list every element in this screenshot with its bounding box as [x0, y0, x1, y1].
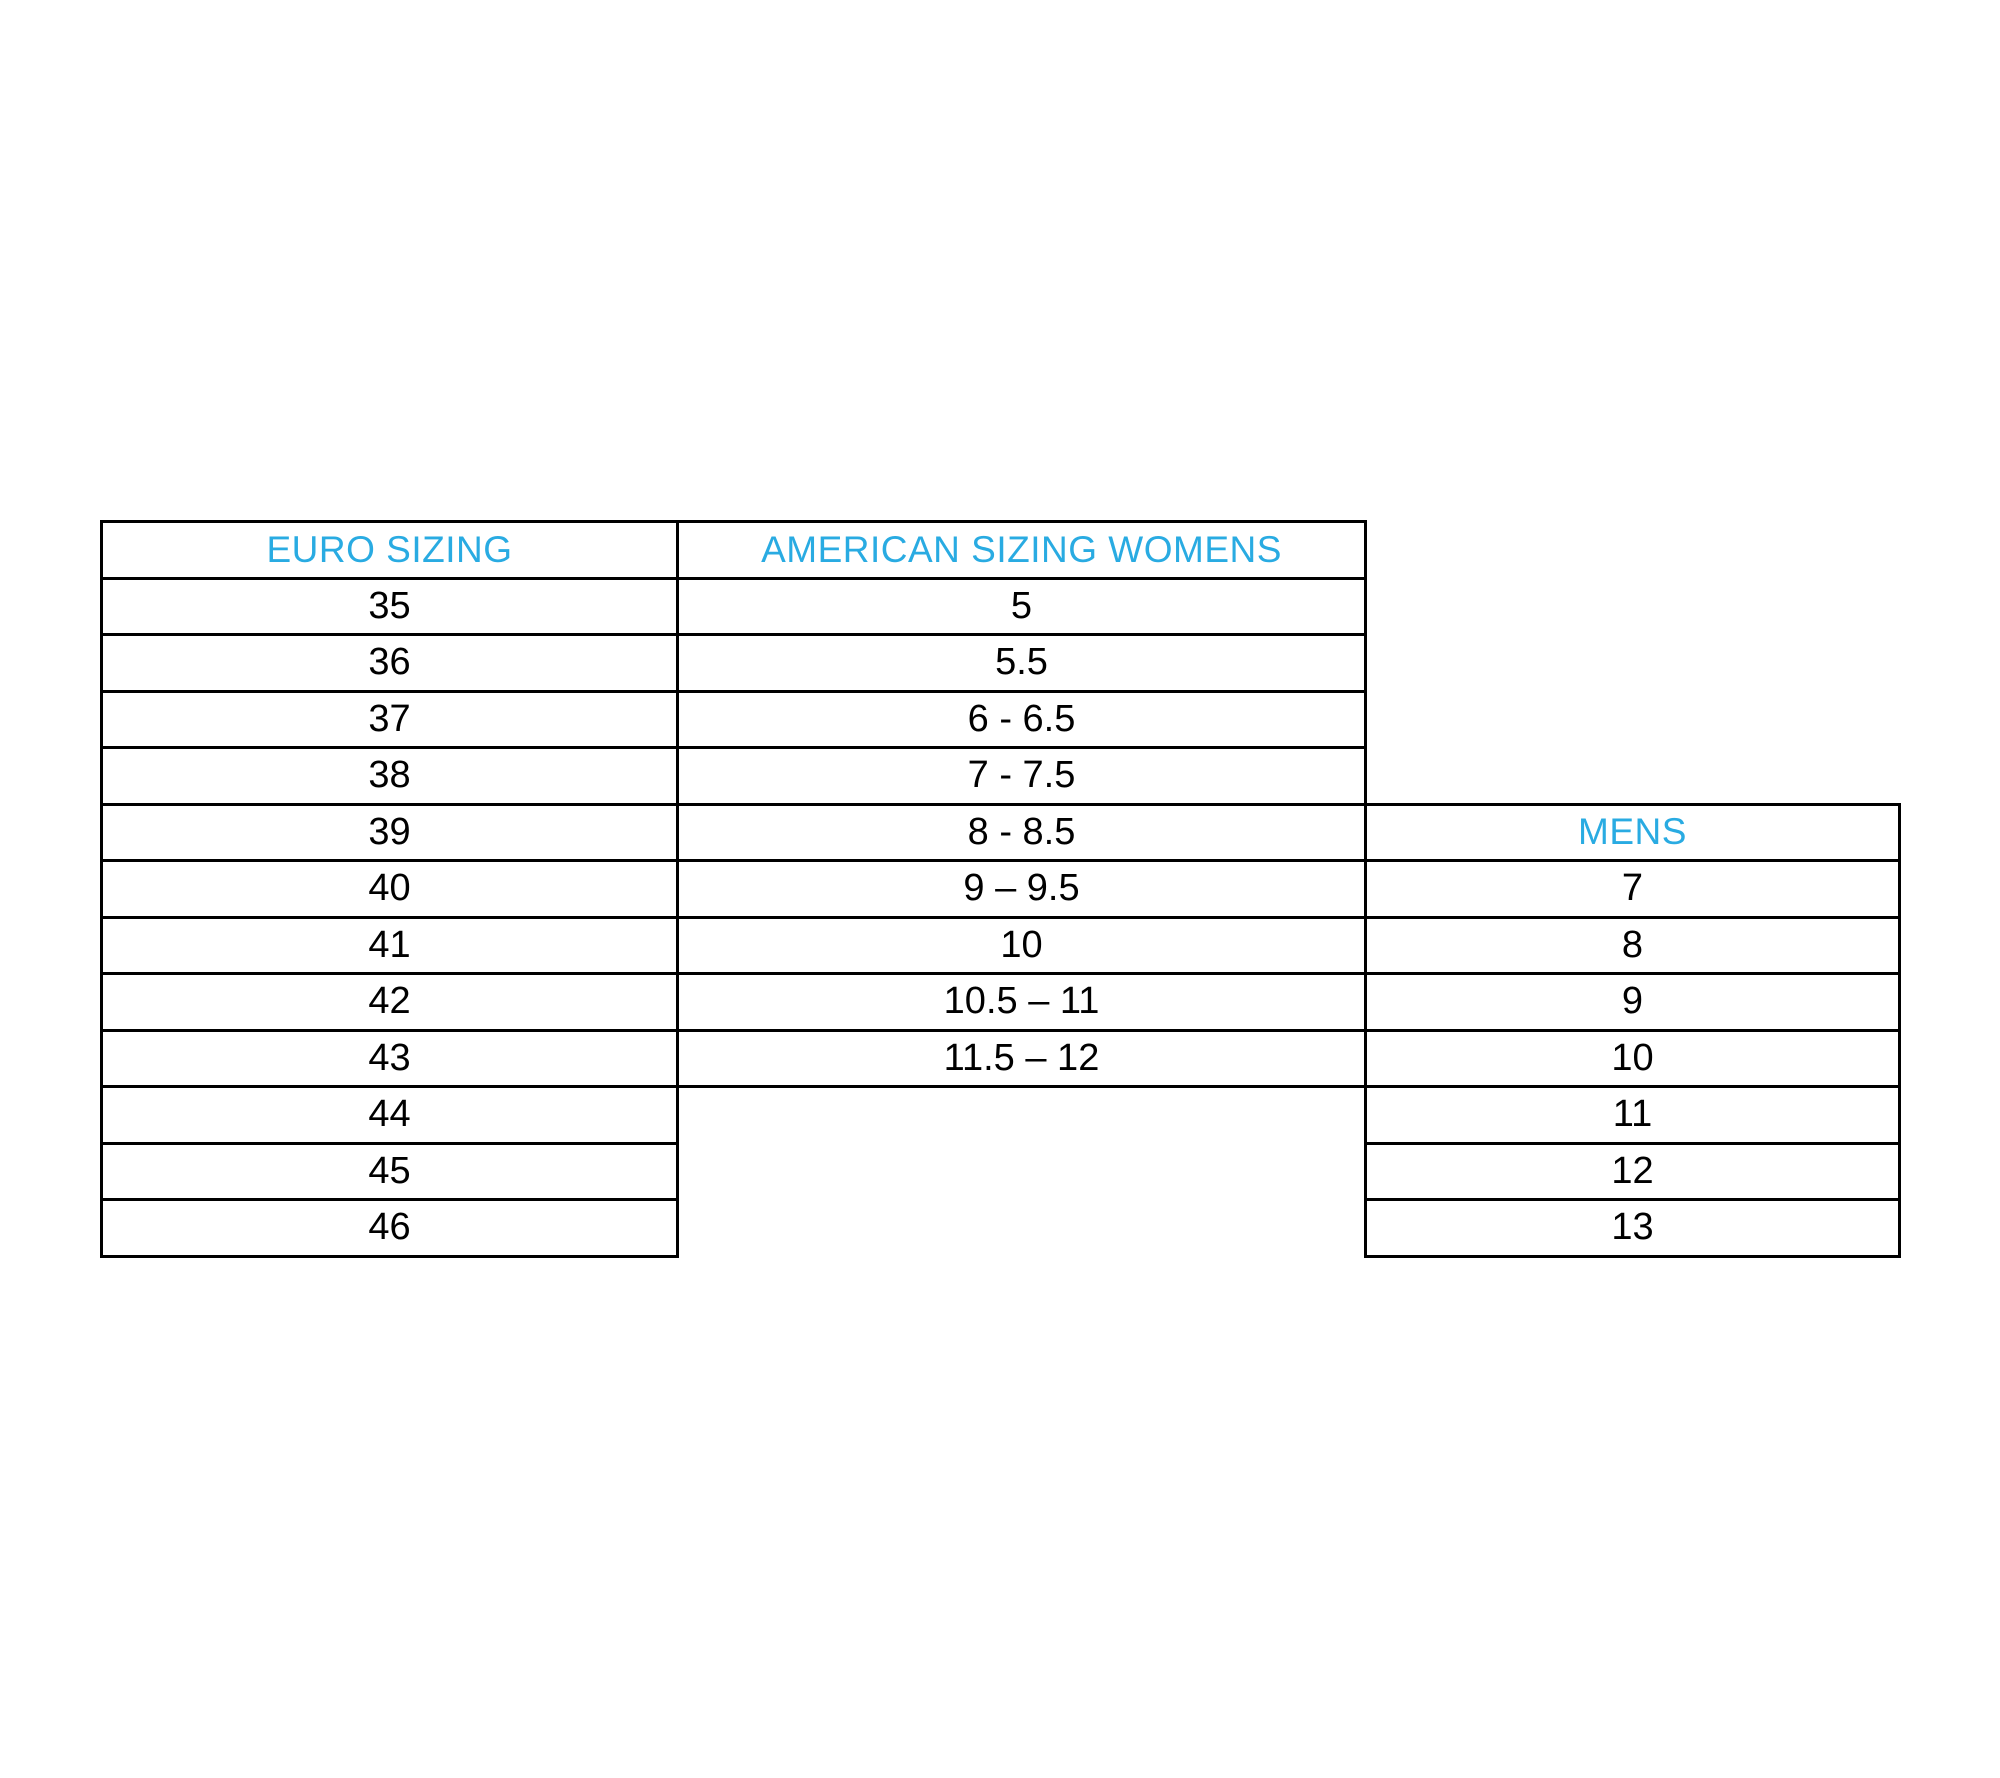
mens-size-cell: 10: [1364, 1028, 1901, 1088]
mens-header: MENS: [1364, 802, 1901, 862]
womens-size-cell: 9 – 9.5: [676, 859, 1367, 919]
euro-size-cell: 43: [100, 1028, 679, 1088]
empty-cell: [1366, 578, 1900, 635]
euro-size-cell: 46: [100, 1198, 679, 1258]
womens-size-cell: 7 - 7.5: [676, 746, 1367, 806]
empty-cell: [678, 1087, 1366, 1144]
mens-size-cell: 9: [1364, 972, 1901, 1032]
euro-size-cell: 41: [100, 915, 679, 975]
mens-size-cell: 12: [1364, 1141, 1901, 1201]
table-row: 37 6 - 6.5: [100, 689, 1900, 749]
womens-size-cell: 6 - 6.5: [676, 689, 1367, 749]
euro-size-cell: 37: [100, 689, 679, 749]
table-row: 46 13: [100, 1198, 1901, 1258]
womens-size-cell: 5: [676, 576, 1367, 636]
table-row: 38 7 - 7.5: [100, 746, 1900, 806]
table-row: 36 5.5: [100, 633, 1900, 693]
empty-cell: [1366, 522, 1900, 579]
mens-size-cell: 11: [1364, 1085, 1901, 1145]
euro-size-cell: 45: [100, 1141, 679, 1201]
mens-size-cell: 13: [1364, 1198, 1901, 1258]
table-row: 40 9 – 9.5 7: [100, 859, 1901, 919]
womens-size-cell: 5.5: [676, 633, 1367, 693]
euro-size-cell: 40: [100, 859, 679, 919]
table-row: 41 10 8: [100, 915, 1901, 975]
womens-size-cell: 10.5 – 11: [676, 972, 1367, 1032]
empty-cell: [1366, 748, 1900, 805]
euro-size-cell: 44: [100, 1085, 679, 1145]
euro-size-cell: 38: [100, 746, 679, 806]
shoe-size-conversion-table: EURO SIZING AMERICAN SIZING WOMENS 35 5 …: [100, 520, 1901, 1258]
womens-size-cell: 11.5 – 12: [676, 1028, 1367, 1088]
womens-size-cell: 8 - 8.5: [676, 802, 1367, 862]
table-header-row: EURO SIZING AMERICAN SIZING WOMENS: [100, 520, 1900, 580]
mens-size-cell: 7: [1364, 859, 1901, 919]
empty-cell: [1366, 635, 1900, 692]
euro-size-cell: 39: [100, 802, 679, 862]
table-row: 45 12: [100, 1141, 1901, 1201]
american-sizing-womens-header: AMERICAN SIZING WOMENS: [676, 520, 1367, 580]
euro-size-cell: 36: [100, 633, 679, 693]
womens-size-cell: 10: [676, 915, 1367, 975]
table-row: 43 11.5 – 12 10: [100, 1028, 1901, 1088]
table-row: 39 8 - 8.5 MENS: [100, 802, 1901, 862]
empty-cell: [1366, 691, 1900, 748]
table-row: 35 5: [100, 576, 1900, 636]
mens-size-cell: 8: [1364, 915, 1901, 975]
empty-cell: [678, 1200, 1366, 1257]
euro-size-cell: 35: [100, 576, 679, 636]
euro-sizing-header: EURO SIZING: [100, 520, 679, 580]
table-row: 42 10.5 – 11 9: [100, 972, 1901, 1032]
table-row: 44 11: [100, 1085, 1901, 1145]
euro-size-cell: 42: [100, 972, 679, 1032]
empty-cell: [678, 1143, 1366, 1200]
